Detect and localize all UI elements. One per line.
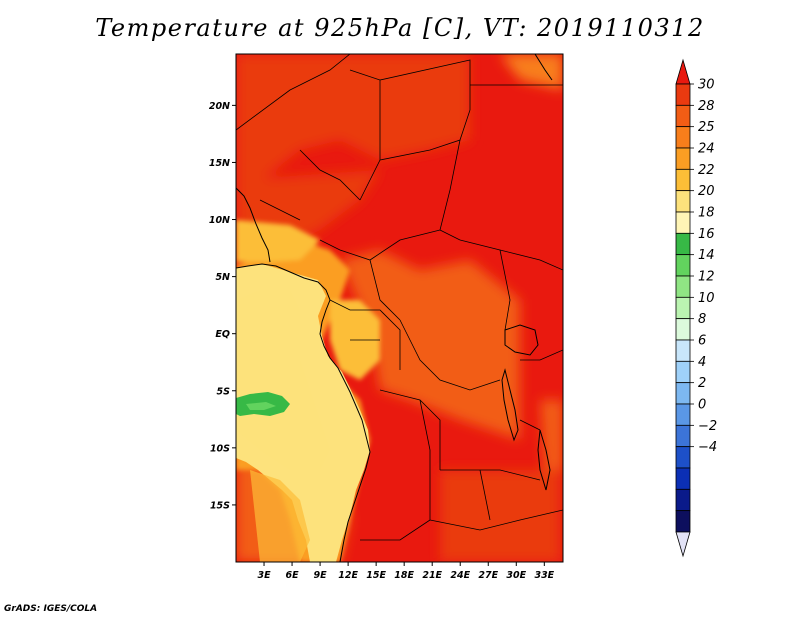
colorbar-label: 22 [698, 163, 715, 178]
x-tick-label: 3E [257, 570, 271, 581]
colorbar-bottom-triangle [675, 531, 691, 558]
temperature-field [236, 54, 563, 562]
colorbar-swatch [675, 190, 691, 213]
x-tick-label: 18E [394, 570, 414, 581]
colorbar-label: −4 [698, 440, 717, 455]
colorbar-swatch [675, 83, 691, 106]
colorbar-label: 10 [698, 291, 715, 306]
y-tick-label: 15N [209, 158, 230, 169]
colorbar-label: 16 [698, 227, 715, 242]
credit-text: GrADS: IGES/COLA [4, 604, 98, 614]
country-borders [236, 54, 563, 541]
map-frame [235, 53, 564, 563]
colorbar-swatch [675, 510, 691, 533]
colorbar-swatch [675, 382, 691, 405]
colorbar-swatch [675, 360, 691, 384]
x-tick-label: 33E [534, 570, 554, 581]
colorbar-label: 30 [698, 78, 715, 93]
field-cool-spot-core [246, 402, 276, 410]
colorbar-swatch [675, 339, 691, 362]
x-tick-label: 24E [450, 570, 470, 581]
y-tick-label: 15S [210, 500, 230, 511]
colorbar-label: 2 [698, 376, 706, 391]
y-tick-label: 10N [209, 215, 230, 226]
colorbar-swatch [675, 168, 691, 192]
colorbar-swatch [675, 446, 691, 469]
colorbar-label: 25 [698, 120, 715, 135]
colorbar-swatch [675, 126, 691, 149]
colorbar-label: 20 [698, 184, 715, 199]
colorbar-label: −2 [698, 419, 717, 434]
chart-title: Temperature at 925hPa [C], VT: 201911031… [95, 14, 705, 42]
field-northeast-24 [500, 54, 563, 90]
colorbar-swatch [675, 104, 691, 128]
colorbar-label: 4 [698, 355, 706, 370]
field-ocean-south-22 [250, 470, 310, 562]
y-tick-label: EQ [215, 329, 230, 340]
colorbar-label: 28 [698, 99, 715, 114]
field-congo-25 [340, 250, 520, 440]
colorbar-swatch [675, 296, 691, 320]
x-tick-label: 6E [286, 570, 300, 581]
colorbar-label: 12 [698, 270, 715, 285]
colorbar-swatch [675, 403, 691, 426]
colorbar-swatch [675, 211, 691, 234]
x-tick-label: 30E [506, 570, 526, 581]
y-tick-label: 20N [209, 101, 230, 112]
x-tick-label: 12E [338, 570, 358, 581]
x-tick-label: 21E [422, 570, 442, 581]
y-tick-label: 5N [215, 272, 230, 283]
colorbar-swatch [675, 318, 691, 341]
colorbar-swatch [675, 232, 691, 256]
colorbar-label: 6 [698, 334, 706, 349]
colorbar-label: 0 [698, 398, 706, 413]
y-tick-label: 10S [210, 443, 230, 454]
colorbar-label: 24 [698, 142, 715, 157]
y-tick-label: 5S [217, 386, 231, 397]
colorbar-swatch [675, 275, 691, 298]
colorbar-swatch [675, 147, 691, 170]
x-tick-label: 27E [478, 570, 498, 581]
coastline [236, 54, 553, 562]
colorbar-swatch [675, 424, 691, 448]
colorbar-label: 8 [698, 312, 706, 327]
colorbar-swatch [675, 488, 691, 512]
field-gulf-coast-22 [236, 220, 320, 262]
colorbar-top-triangle [675, 58, 691, 85]
x-tick-label: 9E [314, 570, 328, 581]
colorbar-swatch [675, 467, 691, 490]
field-mozambique-25 [540, 400, 563, 470]
field-southeast-28 [440, 470, 560, 562]
axes: 3E 6E 9E 12E 15E 18E 21E 24E 27E 30E 33E 20N 15N 10N 5… [209, 101, 555, 581]
field-ocean-pale [236, 290, 330, 470]
colorbar-label: 14 [698, 248, 715, 263]
colorbar-swatch [675, 254, 691, 277]
colorbar-label: 18 [698, 206, 715, 221]
x-tick-label: 15E [366, 570, 386, 581]
